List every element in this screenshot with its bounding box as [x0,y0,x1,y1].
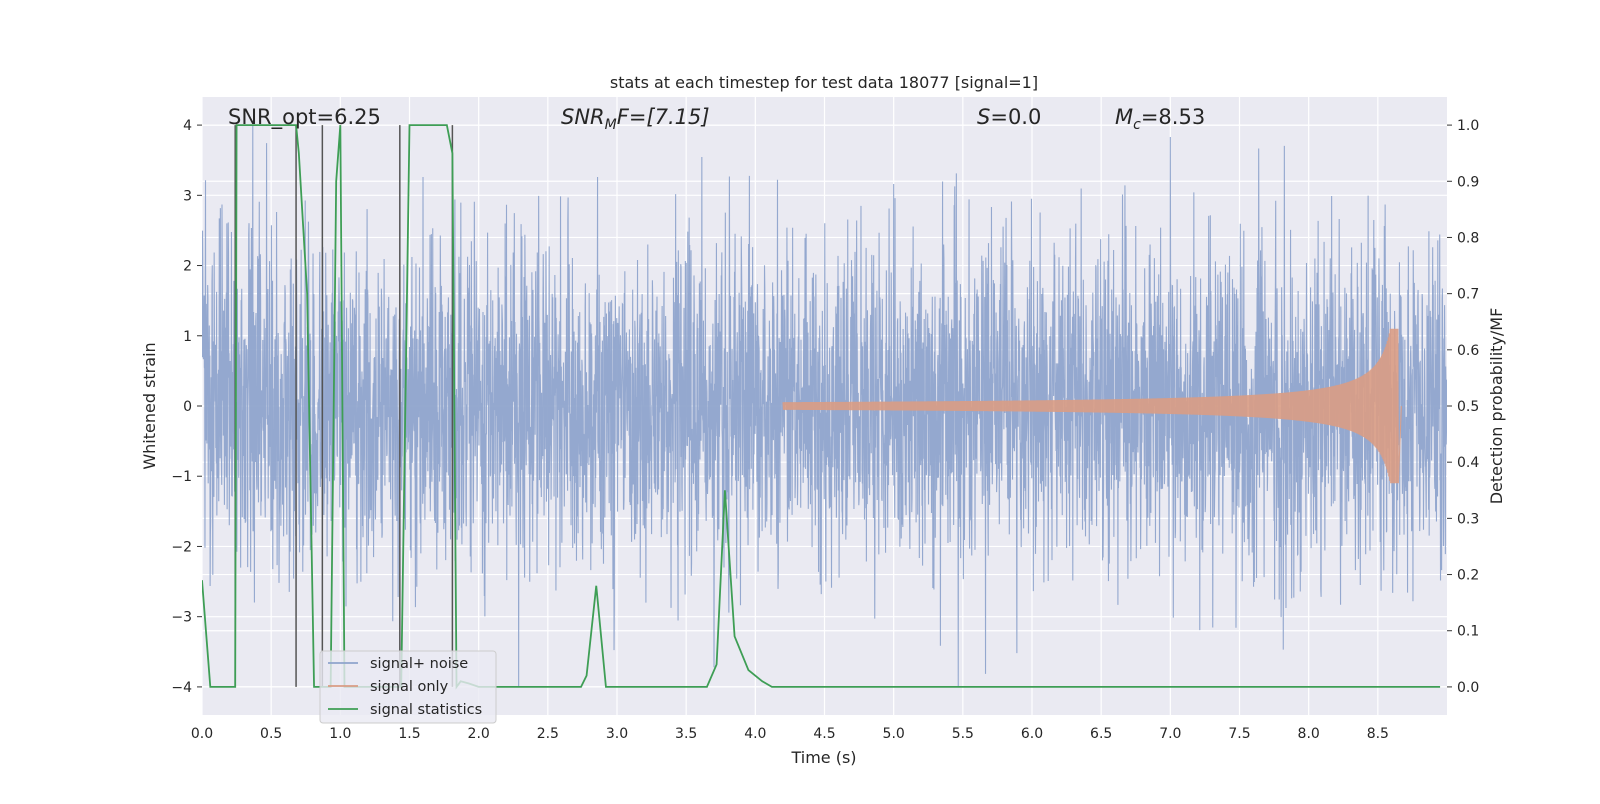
left-y-tick-label: 4 [183,118,192,134]
mc-sub: c [1133,117,1141,133]
x-tick-label: 4.0 [744,726,766,742]
left-y-tick-label: 3 [183,188,192,204]
x-tick-label: 8.0 [1298,726,1320,742]
right-y-tick-label: 0.6 [1457,343,1479,359]
signal-noise-series [202,125,1447,687]
right-y-tick-label: 1.0 [1457,118,1479,134]
right-y-tick-label: 0.2 [1457,568,1479,584]
right-y-tick-label: 0.3 [1457,511,1479,527]
x-tick-label: 3.5 [675,726,697,742]
left-y-axis-label: Whitened strain [140,342,159,469]
left-y-tick-label: −4 [171,680,192,696]
s-var: S [977,105,990,129]
detection-lines [234,125,454,687]
x-tick-label: 7.0 [1159,726,1181,742]
snr-opt-annotation: SNR_opt=6.25 [228,105,381,130]
x-tick-label: 1.0 [329,726,351,742]
x-tick-label: 0.5 [260,726,282,742]
legend: signal+ noise signal only signal statist… [319,650,497,724]
x-tick-label: 7.5 [1228,726,1250,742]
right-y-tick-label: 0.1 [1457,624,1479,640]
snr-mf-var: SNR [561,105,605,129]
left-y-tick-label: −1 [171,469,192,485]
signal-only-series [782,328,1402,484]
signal-statistics-series [202,124,1441,690]
mc-rest: =8.53 [1141,105,1205,129]
left-y-tick-label: −2 [171,539,192,555]
right-y-tick-label: 0.9 [1457,174,1479,190]
right-y-tick-labels: 0.0 0.1 0.2 0.3 0.4 0.5 0.6 0.7 0.8 0.9 1.0 [1447,118,1479,696]
right-y-tick-label: 0.7 [1457,287,1479,303]
x-axis-label: Time (s) [790,748,856,767]
x-tick-label: 2.0 [468,726,490,742]
right-y-axis-label: Detection probability/MF [1487,308,1506,505]
mc-var: M [1115,105,1133,129]
signal-noise-line [202,125,1447,687]
legend-box [319,650,497,724]
snr-mf-sub: M [605,117,617,133]
left-y-tick-label: 1 [183,329,192,345]
x-tick-label: 2.5 [537,726,559,742]
snr-mf-rest: F=[7.15] [617,105,710,129]
chart-title: stats at each timestep for test data 180… [610,73,1038,92]
x-tick-label: 0.0 [191,726,213,742]
mc-annotation: Mc=8.53 [1115,105,1205,133]
x-tick-labels: 0.0 0.5 1.0 1.5 2.0 2.5 3.0 3.5 4.0 4.5 5.0 5.5 6.0 6… [191,726,1389,742]
snr-mf-annotation: SNRMF=[7.15] [561,105,710,133]
signal-only-line [782,328,1402,484]
right-y-tick-label: 0.4 [1457,455,1479,471]
legend-label-stats: signal statistics [370,702,482,718]
x-tick-label: 4.5 [813,726,835,742]
x-tick-label: 5.0 [883,726,905,742]
x-tick-label: 6.5 [1090,726,1112,742]
s-annotation: S=0.0 [977,105,1041,129]
left-y-tick-label: 2 [183,259,192,275]
right-y-tick-label: 0.5 [1457,399,1479,415]
x-tick-label: 1.5 [398,726,420,742]
legend-label-noise: signal+ noise [370,656,468,672]
x-tick-label: 8.5 [1367,726,1389,742]
left-y-tick-label: −3 [171,610,192,626]
x-tick-label: 5.5 [952,726,974,742]
signal-statistics-line [202,124,1441,690]
x-tick-label: 3.0 [606,726,628,742]
right-y-tick-label: 0.8 [1457,230,1479,246]
s-rest: =0.0 [990,105,1041,129]
x-tick-label: 6.0 [1021,726,1043,742]
right-y-tick-label: 0.0 [1457,680,1479,696]
left-y-tick-labels: −4 −3 −2 −1 0 1 2 3 4 [171,118,202,696]
left-y-tick-label: 0 [183,399,192,415]
legend-label-signal: signal only [370,679,449,695]
